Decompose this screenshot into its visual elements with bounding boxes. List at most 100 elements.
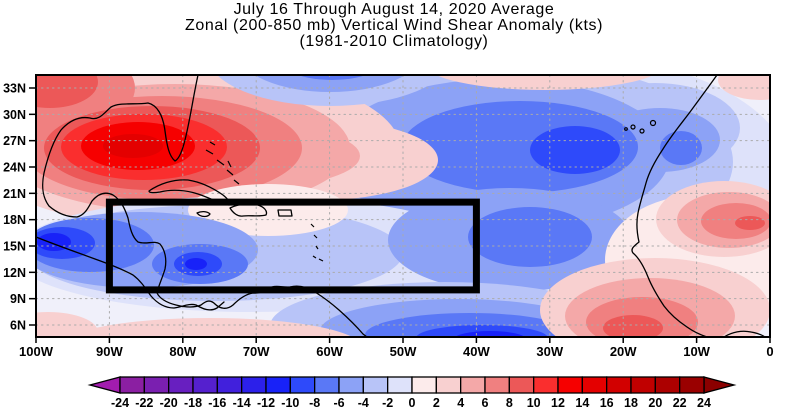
anomaly-contour-band <box>103 134 163 158</box>
y-tick-label: 9N <box>10 292 26 306</box>
axis-ticks-and-labels: 33N 30N 27N 24N 21N 18N 15N 12N 9N 6N 100W 90W 80W 70… <box>3 82 774 360</box>
colorbar-cell <box>119 376 145 394</box>
colorbar-cell <box>533 376 559 394</box>
colorbar-tick-label: -14 <box>233 396 251 410</box>
y-tick-label: 30N <box>3 108 26 122</box>
madeira-island <box>624 127 628 131</box>
x-tick-label: 10W <box>683 344 710 359</box>
colorbar-cell <box>460 376 486 394</box>
colorbar-cell <box>435 376 462 394</box>
bahamas-islands <box>205 141 240 185</box>
x-tick-label: 40W <box>463 344 490 359</box>
title-line-3: (1981-2010 Climatology) <box>299 33 489 50</box>
colorbar-tick-label: -10 <box>281 396 299 410</box>
x-tick-label: 60W <box>316 344 343 359</box>
y-tick-label: 27N <box>3 134 26 148</box>
lesser-antilles-islands <box>310 223 324 262</box>
anomaly-contour-band <box>530 126 620 174</box>
colorbar-cell <box>606 376 632 394</box>
colorbar-tick-label: -2 <box>382 396 393 410</box>
anomaly-contour-band <box>603 315 663 337</box>
x-tick-label: 80W <box>169 344 196 359</box>
anomaly-contour-band <box>455 331 525 337</box>
x-tick-label: 50W <box>390 344 417 359</box>
y-tick-label: 6N <box>10 319 26 333</box>
canary-island <box>639 128 645 134</box>
title-line-2: Zonal (200-850 mb) Vertical Wind Shear A… <box>184 17 604 34</box>
y-tick-label: 15N <box>3 240 26 254</box>
colorbar-tick-label: 10 <box>527 396 541 410</box>
x-tick-label: 0 <box>766 344 773 359</box>
gridlines <box>36 75 770 337</box>
coastline-pacific-central-america <box>36 236 225 311</box>
anomaly-contour-band <box>436 75 654 90</box>
colorbar-cell <box>168 376 194 394</box>
y-tick-label: 24N <box>3 161 26 175</box>
colorbar-tick-label: -18 <box>184 396 202 410</box>
colorbar-cell <box>630 376 656 394</box>
coastline-jamaica <box>196 210 211 218</box>
x-tick-label: 20W <box>610 344 637 359</box>
colorbar-cell <box>411 376 437 394</box>
colorbar-arrow-right <box>703 376 737 394</box>
colorbar-tick-label: -16 <box>208 396 226 410</box>
colorbar-tick-label: 2 <box>433 396 440 410</box>
anomaly-contour-band <box>36 75 98 108</box>
anomaly-contour-band <box>718 75 770 100</box>
canary-island <box>649 119 657 127</box>
main-development-region-box <box>105 198 480 294</box>
coastline-puerto-rico <box>277 209 293 217</box>
colorbar-cell <box>679 376 705 394</box>
colorbar-tick-label: 18 <box>624 396 638 410</box>
colorbar-tick-label: 8 <box>506 396 513 410</box>
colorbar-tick-label: -8 <box>309 396 320 410</box>
colorbar: -24 -22 -20 -18 -16 -14 -12 -10 -8 -6 -4 -2 0 2 4 6 8 10 1… <box>87 376 737 410</box>
anomaly-contour-band <box>36 312 98 337</box>
colorbar-tick-label: -6 <box>333 396 344 410</box>
title-line-1: July 16 Through August 14, 2020 Average <box>233 1 555 18</box>
colorbar-tick-label: -12 <box>257 396 275 410</box>
colorbar-cell <box>289 376 316 394</box>
canary-island <box>630 124 636 130</box>
colorbar-tick-label: -22 <box>135 396 153 410</box>
anomaly-contour-band <box>468 207 592 267</box>
colorbar-cell <box>314 376 340 394</box>
colorbar-cell <box>216 376 243 394</box>
colorbar-cell <box>362 376 389 394</box>
colorbar-cell <box>143 376 170 394</box>
colorbar-cell <box>241 376 267 394</box>
x-tick-label: 100W <box>19 344 54 359</box>
anomaly-contour-band <box>735 216 765 230</box>
x-tick-label: 70W <box>243 344 270 359</box>
colorbar-tick-label: 4 <box>457 396 464 410</box>
anomaly-contour-band <box>701 203 770 239</box>
colorbar-tick-label: -24 <box>111 396 129 410</box>
coastline-gulf-of-guinea <box>723 330 766 337</box>
colorbar-tick-label: 20 <box>648 396 662 410</box>
anomaly-contour-band <box>660 131 702 165</box>
coastline-west-africa <box>631 75 718 337</box>
y-tick-label: 21N <box>3 187 26 201</box>
colorbar-tick-label: 12 <box>551 396 565 410</box>
colorbar-cell <box>654 376 681 394</box>
colorbar-cell <box>557 376 583 394</box>
anomaly-contour-band <box>185 258 207 270</box>
colorbar-tick-label: 6 <box>482 396 489 410</box>
colorbar-cell <box>338 376 364 394</box>
y-tick-label: 18N <box>3 213 26 227</box>
anomaly-contour-band <box>188 184 348 236</box>
y-tick-label: 12N <box>3 266 26 280</box>
figure-titles: July 16 Through August 14, 2020 Average … <box>0 2 788 50</box>
colorbar-tick-label: 14 <box>575 396 589 410</box>
anomaly-contour-band <box>67 318 353 337</box>
y-tick-label: 33N <box>3 82 26 96</box>
colorbar-cell <box>581 376 608 394</box>
anomaly-contour-band <box>297 75 367 80</box>
colorbar-tick-label: 24 <box>697 396 711 410</box>
colorbar-tick-label: 0 <box>409 396 416 410</box>
colorbar-arrow-left <box>87 376 121 394</box>
colorbar-tick-label: 22 <box>673 396 687 410</box>
x-tick-label: 30W <box>536 344 563 359</box>
